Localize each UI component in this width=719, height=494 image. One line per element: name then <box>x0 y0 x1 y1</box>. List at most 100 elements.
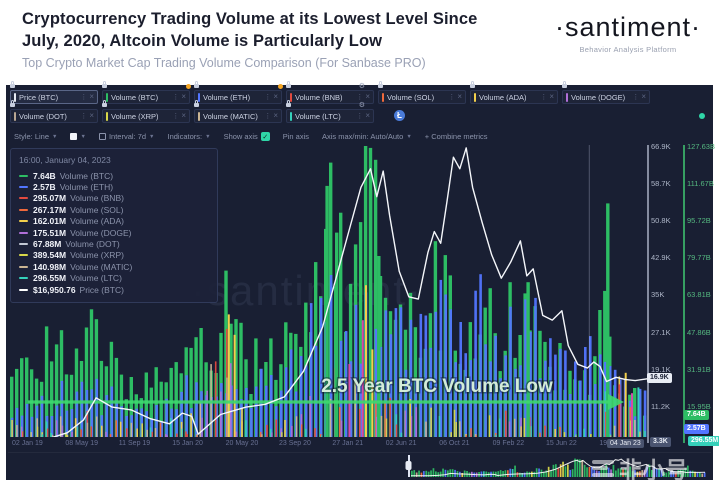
checkbox-checked-icon[interactable]: ✓ <box>260 132 270 141</box>
combine-metrics-button[interactable]: + Combine metrics <box>425 132 488 141</box>
tooltip-label: Volume (LTC) <box>70 273 122 284</box>
tooltip-value: 389.54M <box>33 250 67 261</box>
tooltip-row-volume-ltc: 296.55M Volume (LTC) <box>19 273 209 284</box>
axis-maxmin-select[interactable]: Axis max/min: Auto/Auto ▼ <box>322 132 412 141</box>
close-icon[interactable]: × <box>641 92 646 101</box>
lock-icon <box>102 100 107 107</box>
tab-volume-doge[interactable]: Volume (DOGE) ⋮ × <box>562 81 650 104</box>
kebab-menu-icon[interactable]: ⋮ <box>632 94 640 101</box>
close-icon[interactable]: × <box>365 92 370 101</box>
lock-icon <box>286 81 291 88</box>
tooltip-label: Volume (MATIC) <box>70 261 133 272</box>
close-icon[interactable]: × <box>273 92 278 101</box>
chevron-down-icon: ▼ <box>80 133 86 140</box>
close-icon[interactable]: × <box>89 92 94 101</box>
tooltip-value: $16,950.76 <box>33 284 76 295</box>
tooltip-label: Volume (XRP) <box>70 250 124 261</box>
tooltip-row-volume-bnb: 295.07M Volume (BNB) <box>19 193 209 204</box>
color-swatch-select[interactable]: ▼ <box>70 133 86 140</box>
santiment-logo-tagline: Behavior Analysis Platform <box>579 45 677 54</box>
close-icon[interactable]: × <box>181 111 186 120</box>
kebab-menu-icon[interactable]: ⋮ <box>172 113 180 120</box>
date-axis[interactable]: 02 Jan 19 08 May 19 11 Sep 19 15 Jan 20 20 M… <box>10 440 660 450</box>
navigator-left-handle[interactable] <box>405 461 412 470</box>
close-icon[interactable]: × <box>181 92 186 101</box>
tab-label: Volume (XRP) <box>111 111 159 121</box>
volume-tick-label: 63.81B <box>687 290 711 300</box>
tooltip-label: Volume (ETH) <box>59 182 114 193</box>
metric-tabs-row-1: Price (BTC) ⋮ × Volume (BTC) ⋮ × Volume (ETH) ⋮… <box>10 81 650 104</box>
tab-volume-bnb[interactable]: ⚙ Volume (BNB) ⋮ × <box>286 81 374 104</box>
chart-toolbar: Style: Line ▼ ▼ Interval: 7d ▼ Indicator… <box>14 132 488 141</box>
tooltip-value: 267.17M <box>33 204 67 215</box>
tab-volume-eth[interactable]: Volume (ETH) ⋮ × <box>194 81 283 104</box>
tooltip-row-volume-matic: 140.98M Volume (MATIC) <box>19 261 209 272</box>
kebab-menu-icon[interactable]: ⋮ <box>264 113 272 120</box>
kebab-menu-icon[interactable]: ⋮ <box>448 94 456 101</box>
kebab-menu-icon[interactable]: ⋮ <box>80 113 88 120</box>
tooltip-row-volume-btc: 7.64B Volume (BTC) <box>19 170 209 181</box>
show-axis-label: Show axis <box>223 132 258 141</box>
kebab-menu-icon[interactable]: ⋮ <box>356 94 364 101</box>
tooltip-row-volume-xrp: 389.54M Volume (XRP) <box>19 250 209 261</box>
tab-volume-matic[interactable]: Volume (MATIC) ⋮ × <box>194 100 282 123</box>
pin-axis-button[interactable]: Pin axis <box>283 132 309 141</box>
tab-price-btc[interactable]: Price (BTC) ⋮ × <box>10 81 98 104</box>
lock-icon <box>378 81 383 88</box>
tab-volume-xrp[interactable]: Volume (XRP) ⋮ × <box>102 100 190 123</box>
style-select[interactable]: Style: Line ▼ <box>14 132 57 141</box>
date-tick-label: 27 Jan 21 <box>332 440 364 447</box>
tooltip-row-volume-sol: 267.17M Volume (SOL) <box>19 204 209 215</box>
tab-volume-sol[interactable]: Volume (SOL) ⋮ × <box>378 81 466 104</box>
price-tick-label: 27.1K <box>651 327 671 337</box>
close-icon[interactable]: × <box>273 111 278 120</box>
tab-volume-dot[interactable]: Volume (DOT) ⋮ × <box>10 100 98 123</box>
kebab-menu-icon[interactable]: ⋮ <box>356 113 364 120</box>
volume-tick-label: 111.67B <box>687 179 714 189</box>
tooltip-datetime: 16:00, January 04, 2023 <box>19 155 111 165</box>
tooltip-label: Volume (ADA) <box>70 216 124 227</box>
page-title: Cryptocurrency Trading Volume at its Low… <box>22 9 502 53</box>
tab-volume-ltc[interactable]: ⚙ Volume (LTC) ⋮ × <box>286 100 374 123</box>
range-navigator[interactable] <box>8 452 711 479</box>
metric-color-indicator <box>198 111 200 121</box>
chart-panel: Price (BTC) ⋮ × Volume (BTC) ⋮ × Volume (ETH) ⋮… <box>6 81 719 483</box>
series-dash-icon <box>19 197 28 200</box>
series-dash-icon <box>19 231 28 234</box>
volume-tick-label: 127.63B <box>687 142 715 151</box>
kebab-menu-icon[interactable]: ⋮ <box>264 94 272 101</box>
price-tick-label: 66.9K <box>651 142 671 151</box>
gear-icon[interactable]: ⚙ <box>358 102 365 109</box>
indicators-select[interactable]: Indicators: ▼ <box>168 132 211 141</box>
indicators-label: Indicators: <box>167 132 203 141</box>
main-chart[interactable]: 2.5 Year BTC Volume Low <box>10 145 648 437</box>
interval-select[interactable]: Interval: 7d ▼ <box>98 132 155 141</box>
close-icon[interactable]: × <box>89 111 94 120</box>
tooltip-label: Volume (BNB) <box>70 193 124 204</box>
metric-color-indicator <box>14 111 16 121</box>
tooltip-label: Price (BTC) <box>79 284 124 295</box>
close-icon[interactable]: × <box>457 92 462 101</box>
close-icon[interactable]: × <box>549 92 554 101</box>
metric-color-indicator <box>14 92 16 102</box>
combine-metrics-label: + Combine metrics <box>424 132 488 141</box>
tab-volume-btc[interactable]: Volume (BTC) ⋮ × <box>102 81 191 104</box>
tooltip-row-volume-eth: 2.57B Volume (ETH) <box>19 181 209 192</box>
kebab-menu-icon[interactable]: ⋮ <box>80 94 88 101</box>
kebab-menu-icon[interactable]: ⋮ <box>172 94 180 101</box>
kebab-menu-icon[interactable]: ⋮ <box>540 94 548 101</box>
show-axis-toggle[interactable]: Show axis ✓ <box>224 132 270 141</box>
close-icon[interactable]: × <box>365 111 370 120</box>
status-dot <box>699 113 705 119</box>
series-dash-icon <box>19 208 28 211</box>
gear-icon[interactable]: ⚙ <box>358 83 365 90</box>
tab-volume-ada[interactable]: Volume (ADA) ⋮ × <box>470 81 558 104</box>
series-dash-icon <box>19 277 28 280</box>
chevron-down-icon: ▼ <box>406 133 412 140</box>
page-subtitle: Top Crypto Market Cap Trading Volume Com… <box>22 56 426 70</box>
metric-color-indicator <box>106 92 108 102</box>
tooltip-row-volume-doge: 175.51M Volume (DOGE) <box>19 227 209 238</box>
tooltip-row-volume-ada: 162.01M Volume (ADA) <box>19 216 209 227</box>
date-tick-label: 11 Sep 19 <box>118 440 151 447</box>
btc-volume-badge: 7.64B <box>684 410 709 421</box>
